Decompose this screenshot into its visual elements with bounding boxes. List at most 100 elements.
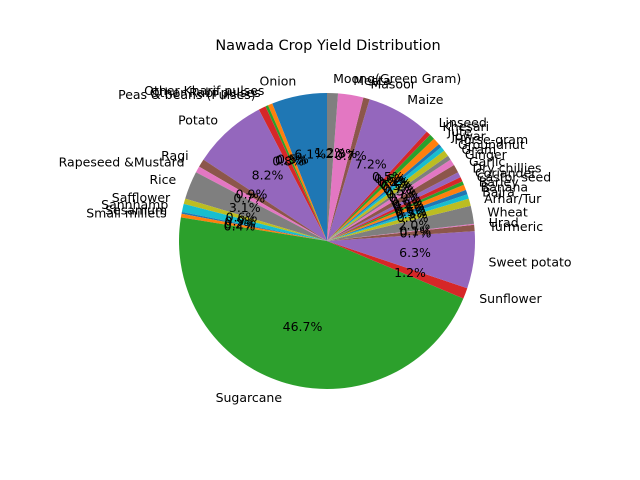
slice-label-turmeric: Turmeric (488, 219, 543, 234)
slice-rapeseed-mustard (195, 166, 327, 241)
slice-percent-sesamum: 0.2% (224, 217, 256, 232)
slice-percent-potato: 8.2% (252, 168, 284, 183)
slice-percent-small-millets: 0.4% (224, 218, 256, 233)
chart-title: Nawada Crop Yield Distribution (215, 38, 440, 54)
slice-percent-khesari: 0.6% (374, 171, 406, 186)
slice-sannhamp (181, 203, 327, 241)
slice-percent-maize: 7.2% (355, 156, 387, 171)
slice-label-potato: Potato (178, 113, 218, 128)
slice-percent-linseed: 0.5% (372, 169, 404, 184)
slice-percent-mesta: 2.8% (325, 146, 357, 161)
slice-label-castor-seed: Castor seed (477, 170, 551, 185)
slice-horse-gram (327, 146, 445, 241)
slice-peas-beans-pulses (258, 106, 327, 242)
slice-label-other-kharif-pulses: Other Kharif pulses (144, 83, 264, 98)
slice-ginger (327, 159, 455, 241)
slice-percent-other-kharif-pulses: 0.5% (277, 152, 309, 167)
slice-ragi (199, 159, 327, 241)
slice-percent-onion: 6.1% (294, 146, 326, 161)
slice-arhar-tur (327, 198, 471, 241)
slice-label-onion: Onion (260, 74, 297, 89)
slice-percent-dry-chillies: 0.6% (391, 194, 423, 209)
slice-percent-moong-green-gram: 1.2% (314, 145, 346, 160)
slice-percent-urad: 0.1% (399, 223, 431, 238)
slice-potato (203, 109, 327, 241)
slice-percent-jute: 0.8% (377, 174, 409, 189)
slice-coriander (327, 177, 463, 241)
slice-percent-safflower: 0.6% (226, 210, 258, 225)
slice-label-bajra: Bajra (482, 184, 515, 199)
slice-percent-sugarcane: 46.7% (283, 319, 323, 334)
slice-sesamum (181, 211, 327, 241)
slice-onion (272, 93, 327, 241)
slice-label-groundnut: Groundnut (458, 137, 525, 152)
slice-label-banana: Banana (481, 180, 528, 195)
slice-safflower (183, 198, 327, 241)
slice-dry-chillies (327, 172, 461, 241)
slice-label-moong-green-gram: Moong(Green Gram) (333, 71, 461, 86)
slice-sugarcane (178, 217, 464, 390)
slice-label-rapeseed-mustard: Rapeseed &Mustard (59, 155, 185, 170)
slice-sunflower (327, 241, 468, 299)
slice-percent-jowar: 0.4% (379, 176, 411, 191)
slice-label-ginger: Ginger (465, 147, 508, 162)
slice-percent-ragi: 0.9% (236, 187, 268, 202)
slice-percent-banana: 0.5% (395, 204, 427, 219)
slice-gram (327, 155, 451, 241)
slice-label-sannhamp: Sannhamp (101, 197, 168, 212)
slice-groundnut (327, 150, 448, 241)
slice-percent-masoor: 0.7% (335, 148, 367, 163)
slice-label-sesamum: Sesamum (105, 203, 167, 218)
slice-percent-sannhamp: 0.9% (225, 214, 257, 229)
slice-label-sunflower: Sunflower (479, 291, 542, 306)
slice-percent-horse-gram: 0.5% (381, 178, 413, 193)
slice-label-jowar: Jowar (450, 129, 486, 144)
slice-maize (327, 99, 427, 242)
slice-label-khesari: Khesari (443, 119, 490, 134)
slice-label-barley: Barley (479, 174, 520, 189)
slice-linseed (327, 131, 431, 241)
slice-other-rabi-pulses (265, 105, 327, 241)
slice-label-mesta: Mesta (353, 73, 391, 88)
pie-percent-labels: 6.1%0.5%0.3%0.8%8.2%0.9%0.7%3.1%0.6%0.9%… (224, 145, 432, 334)
pie-slices (178, 93, 476, 390)
slice-sweet-potato (327, 231, 476, 289)
slice-label-urad: Urad (489, 215, 519, 230)
slice-masoor (327, 97, 370, 241)
slice-garlic (327, 165, 459, 241)
slice-percent-sweet-potato: 6.3% (399, 245, 431, 260)
slice-label-safflower: Safflower (112, 190, 171, 205)
slice-castor-seed (327, 181, 464, 241)
slice-label-maize: Maize (407, 92, 443, 107)
slice-percent-rapeseed-mustard: 0.7% (233, 191, 265, 206)
slice-turmeric (327, 224, 475, 241)
slice-percent-turmeric: 0.7% (400, 226, 432, 241)
slice-barley (327, 184, 466, 241)
slice-rice (185, 172, 327, 241)
slice-percent-coriander: 0.5% (392, 196, 424, 211)
slice-jowar (327, 144, 442, 241)
slice-label-gram: Gram (462, 142, 497, 157)
slice-label-sugarcane: Sugarcane (216, 390, 283, 405)
slice-percent-gram: 0.5% (384, 183, 416, 198)
slice-mesta (327, 93, 364, 241)
slice-label-other-rabi-pulses: Other Rabi pulses (150, 85, 261, 100)
slice-khesari (327, 134, 434, 241)
slice-label-garlic: Garlic (469, 154, 505, 169)
slice-label-rice: Rice (149, 172, 176, 187)
slice-percent-other-rabi-pulses: 0.3% (275, 152, 307, 167)
slice-percent-rice: 3.1% (229, 200, 261, 215)
slice-urad (327, 223, 475, 241)
slice-label-dry-chillies: Dry chillies (473, 161, 542, 176)
slice-percent-barley: 0.6% (394, 201, 426, 216)
slice-label-jute: Jute (446, 124, 472, 139)
slice-label-small-millets: Small millets (86, 206, 166, 221)
slice-label-linseed: Linseed (439, 115, 487, 130)
slice-wheat (327, 205, 474, 241)
slice-percent-garlic: 0.9% (389, 190, 421, 205)
slice-other-kharif-pulses (267, 103, 327, 241)
slice-label-ragi: Ragi (161, 148, 188, 163)
slice-label-wheat: Wheat (487, 205, 528, 220)
slice-label-horse-gram: Horse-gram (454, 132, 528, 147)
slice-jute (327, 138, 439, 241)
